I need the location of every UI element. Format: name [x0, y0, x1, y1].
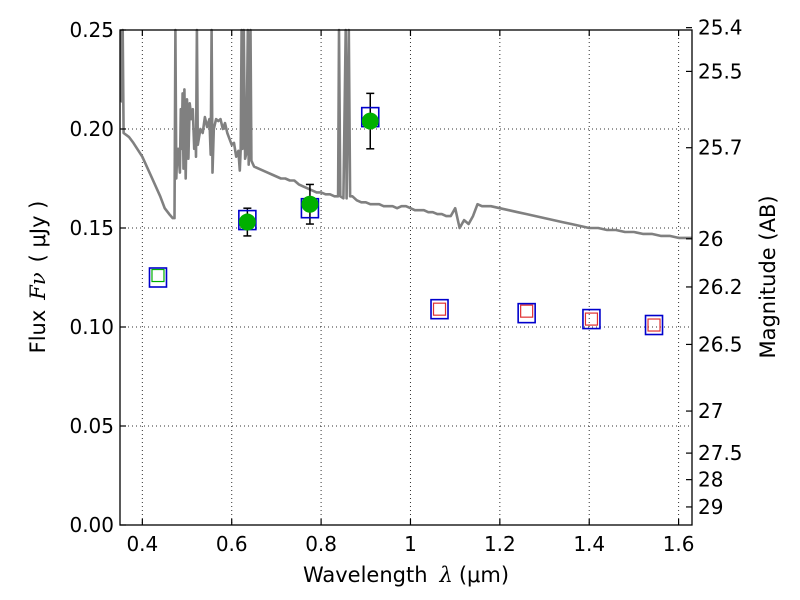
- y2-axis-label: Magnitude (AB): [756, 195, 780, 358]
- error-bars: [243, 92, 375, 237]
- inner-square-marker: [432, 302, 447, 316]
- y2-tick-label: 26.5: [698, 332, 743, 356]
- y2-tick-label: 25.5: [698, 59, 743, 83]
- y2-tick-label: 25.7: [698, 136, 743, 160]
- x-tick-label: 0.8: [305, 532, 337, 556]
- model-phot-square: [148, 267, 168, 288]
- axis-ticks: [120, 27, 692, 526]
- x-tick-label: 1: [404, 532, 417, 556]
- model-photometry-points: [148, 106, 664, 336]
- inner-square-marker: [520, 304, 534, 318]
- observed-points: [238, 112, 379, 231]
- inner-square-marker: [151, 268, 165, 283]
- x-axis-label: Wavelength λ (μm): [303, 563, 509, 587]
- x-tick-label: 0.6: [216, 532, 248, 556]
- x-tick-label: 1.4: [573, 532, 605, 556]
- y-tick-label: 0.20: [69, 117, 114, 141]
- inner-square-marker: [584, 312, 599, 326]
- model-phot-square: [517, 302, 536, 324]
- grid: [120, 30, 692, 525]
- x-tick-label: 1.6: [663, 532, 695, 556]
- x-tick-label: 1.2: [484, 532, 516, 556]
- inner-square-marker: [647, 318, 661, 332]
- y2-tick-label: 28: [698, 468, 723, 492]
- sed-model-line: [119, 28, 692, 240]
- y-tick-label: 0.00: [69, 513, 114, 537]
- model-phot-square: [582, 308, 601, 330]
- y2-tick-label: 26.2: [698, 275, 743, 299]
- y-tick-label: 0.15: [69, 216, 114, 240]
- y2-tick-label: 25.4: [698, 16, 743, 40]
- y2-tick-label: 29: [698, 495, 723, 519]
- observed-point: [238, 213, 256, 231]
- model-phot-square: [644, 314, 664, 336]
- y-tick-label: 0.10: [69, 315, 114, 339]
- observed-point: [301, 195, 319, 213]
- inner-markers: [151, 268, 661, 332]
- y-axis-label: FluxFν( μJy ): [26, 201, 50, 354]
- plot-frame: [119, 29, 693, 526]
- y-tick-label: 0.25: [69, 18, 114, 42]
- observed-point: [361, 112, 379, 130]
- sed-model: [119, 28, 692, 240]
- y2-tick-label: 27: [698, 399, 723, 423]
- y2-tick-label: 26: [698, 227, 723, 251]
- y2-tick-label: 27.5: [698, 441, 743, 465]
- model-phot-square: [430, 298, 449, 320]
- y-tick-label: 0.05: [69, 414, 114, 438]
- x-tick-label: 0.4: [126, 532, 158, 556]
